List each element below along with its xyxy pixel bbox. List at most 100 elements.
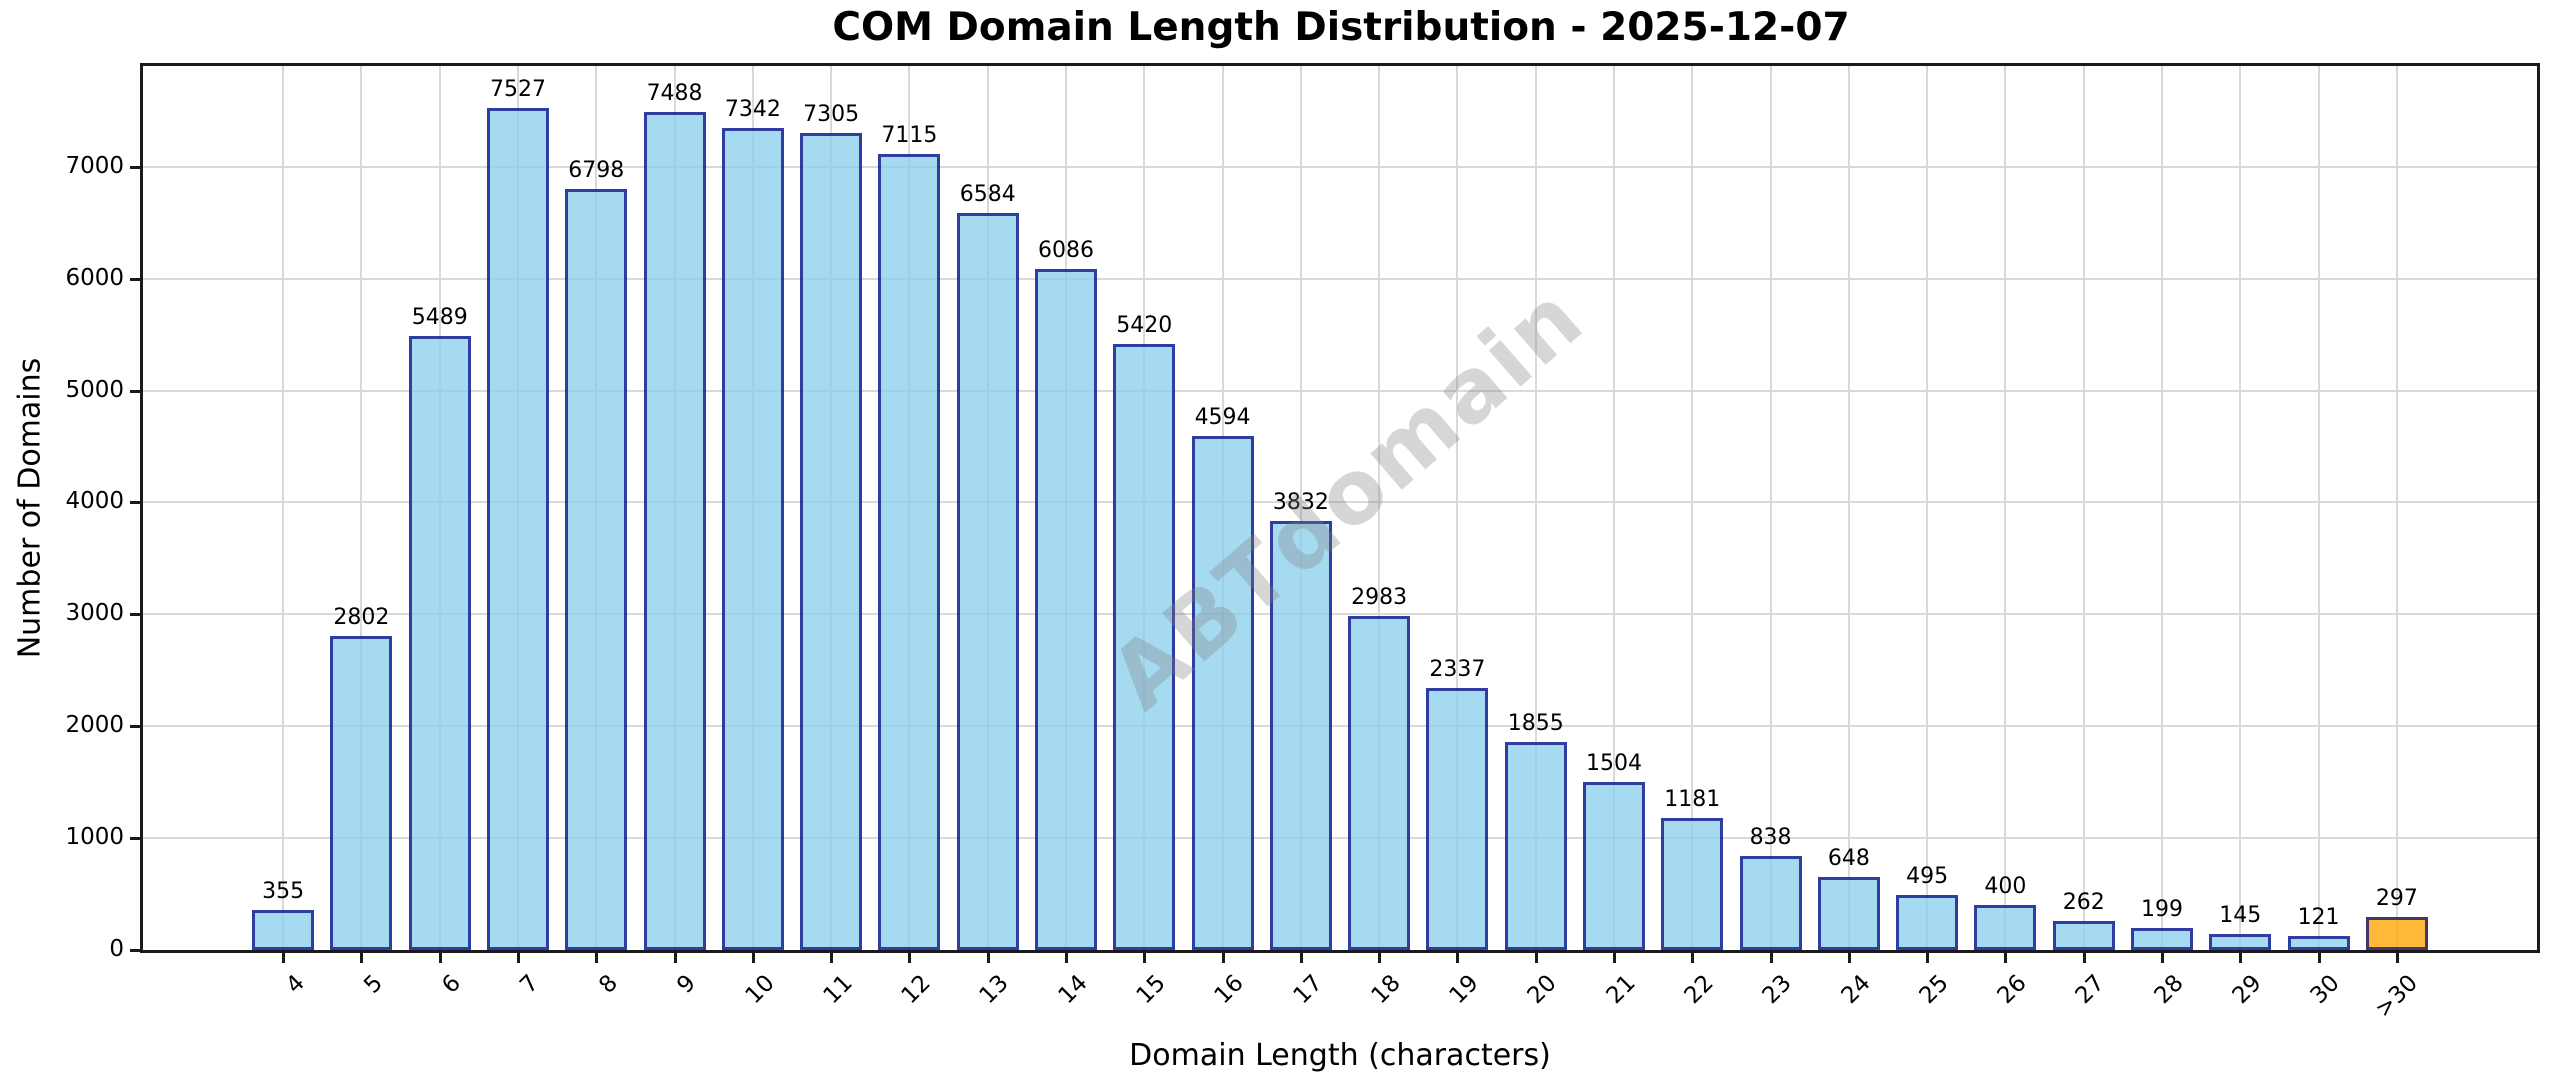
bar-8: [565, 189, 628, 950]
x-tick-mark: [2082, 953, 2086, 963]
y-gridline: [143, 389, 2537, 392]
x-tick-mark: [1143, 953, 1147, 963]
x-tick-mark: [2395, 953, 2399, 963]
x-tick-mark: [1534, 953, 1538, 963]
bar->30: [2365, 916, 2428, 950]
y-tick-mark: [130, 389, 140, 393]
bar-value-label: 7305: [803, 101, 860, 127]
x-tick-label: 15: [1131, 970, 1171, 1010]
bar-value-label: 2337: [1429, 657, 1486, 683]
bar-12: [878, 153, 941, 950]
y-tick-label: 1000: [65, 824, 124, 851]
y-tick-mark: [130, 725, 140, 729]
bar-22: [1661, 817, 1724, 950]
x-gridline: [282, 66, 285, 950]
x-tick-mark: [986, 953, 990, 963]
x-tick-label: 14: [1053, 970, 1093, 1010]
x-tick-mark: [2161, 953, 2164, 963]
x-gridline: [360, 66, 363, 950]
bar-11: [800, 132, 863, 950]
x-tick-label: 27: [2071, 970, 2111, 1010]
x-gridline: [1299, 66, 1302, 950]
x-tick-label: 23: [1757, 970, 1797, 1010]
bar-25: [1896, 894, 1959, 950]
x-tick-label: 19: [1444, 970, 1484, 1010]
y-tick-label: 6000: [65, 264, 124, 291]
bar-value-label: 5489: [411, 304, 468, 330]
x-tick-mark: [2317, 953, 2321, 963]
y-tick-mark: [130, 501, 140, 505]
y-tick-label: 2000: [65, 712, 124, 739]
x-axis-label: Domain Length (characters): [1129, 1038, 1551, 1073]
x-tick-mark: [830, 953, 834, 963]
y-tick-label: 7000: [65, 152, 124, 179]
y-tick-label: 0: [109, 936, 124, 962]
bar-value-label: 5420: [1116, 312, 1173, 338]
x-gridline: [1691, 66, 1694, 950]
bar-16: [1191, 435, 1254, 950]
x-tick-label: 12: [896, 970, 936, 1010]
bar-9: [643, 112, 706, 950]
bar-value-label: 6798: [568, 158, 625, 184]
bar-15: [1113, 343, 1176, 950]
x-tick-label: 11: [818, 970, 858, 1010]
x-tick-mark: [1299, 953, 1303, 963]
bar-10: [721, 128, 784, 950]
bar-value-label: 3832: [1272, 490, 1329, 516]
x-tick-mark: [2239, 953, 2243, 963]
x-tick-label: 10: [740, 970, 780, 1010]
x-gridline: [1378, 66, 1381, 950]
x-gridline: [2239, 66, 2242, 950]
y-tick-mark: [130, 277, 140, 281]
bar-24: [1817, 877, 1880, 950]
bar-6: [408, 335, 471, 950]
x-tick-mark: [517, 953, 520, 963]
bar-value-label: 355: [262, 879, 305, 905]
x-tick-label: 7: [515, 970, 545, 999]
x-tick-mark: [1691, 953, 1695, 963]
bar-4: [252, 910, 315, 950]
bar-value-label: 1504: [1586, 750, 1642, 776]
x-gridline: [2395, 66, 2398, 950]
x-tick-mark: [2004, 953, 2008, 963]
y-tick-label: 5000: [65, 376, 124, 403]
bar-value-label: 7342: [724, 97, 781, 123]
x-tick-label: 25: [1914, 970, 1954, 1010]
x-tick-label: 4: [280, 970, 310, 999]
bar-17: [1269, 521, 1332, 950]
x-tick-mark: [360, 953, 364, 963]
x-tick-mark: [282, 953, 286, 963]
y-tick-mark: [130, 837, 140, 841]
bar-value-label: 648: [1827, 846, 1870, 872]
bar-14: [1035, 268, 1097, 950]
bar-value-label: 297: [2375, 885, 2418, 911]
y-gridline: [143, 725, 2537, 728]
bar-7: [487, 107, 549, 950]
x-tick-label: 29: [2227, 970, 2267, 1010]
y-tick-mark: [130, 613, 140, 617]
x-gridline: [2317, 66, 2320, 950]
x-tick-mark: [1926, 953, 1930, 963]
bar-value-label: 7488: [646, 81, 703, 107]
x-tick-mark: [1221, 953, 1225, 963]
bar-23: [1739, 856, 1802, 950]
y-tick-mark: [130, 949, 140, 952]
bar-20: [1504, 742, 1567, 950]
bar-value-label: 1181: [1664, 786, 1721, 812]
x-tick-label: 9: [672, 970, 701, 999]
bar-value-label: 199: [2141, 896, 2183, 922]
x-gridline: [2161, 66, 2163, 950]
bar-18: [1348, 616, 1411, 950]
x-tick-label: 24: [1836, 970, 1876, 1010]
x-gridline: [1926, 66, 1929, 950]
plot-area: [140, 63, 2540, 953]
x-gridline: [1769, 66, 1772, 950]
bar-value-label: 838: [1749, 825, 1792, 851]
x-gridline: [2004, 66, 2007, 950]
x-tick-mark: [1769, 953, 1773, 963]
x-tick-label: 17: [1288, 970, 1328, 1010]
bar-29: [2209, 933, 2272, 950]
y-gridline: [143, 165, 2537, 168]
bar-5: [330, 636, 393, 950]
